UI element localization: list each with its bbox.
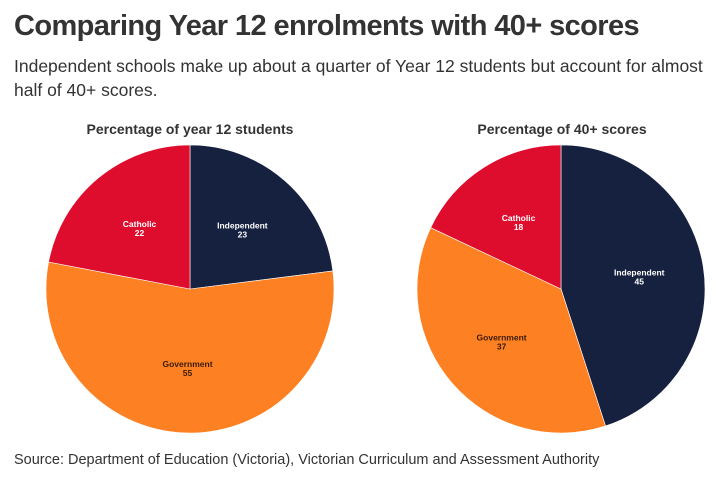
pie-slice-government [45,261,335,434]
pie-slice-independent [189,144,334,290]
slice-label-government: Government [477,332,527,342]
slice-value-catholic: 22 [135,228,145,238]
slice-value-independent: 45 [634,277,644,287]
slice-label-independent: Independent [217,221,268,231]
slice-value-independent: 23 [238,230,248,240]
slice-value-government: 55 [183,368,193,378]
chart-subtitle: Independent schools make up about a quar… [14,56,703,100]
slice-value-catholic: 18 [514,222,524,232]
slice-label-independent: Independent [614,268,665,278]
pie-slice-independent [560,144,706,427]
slice-label-catholic: Catholic [502,213,536,223]
slice-label-catholic: Catholic [123,219,157,229]
slice-value-government: 37 [497,341,507,351]
chart-title: Comparing Year 12 enrolments with 40+ sc… [14,10,640,42]
pie-slice-catholic [430,144,562,290]
pie-slice-government [416,227,606,434]
pie-2-title: Percentage of 40+ scores [477,121,647,137]
source-note: Source: Department of Education (Victori… [14,452,600,468]
pie-slice-catholic [48,144,191,290]
pie-1-title: Percentage of year 12 students [86,121,294,137]
slice-label-government: Government [162,359,212,369]
